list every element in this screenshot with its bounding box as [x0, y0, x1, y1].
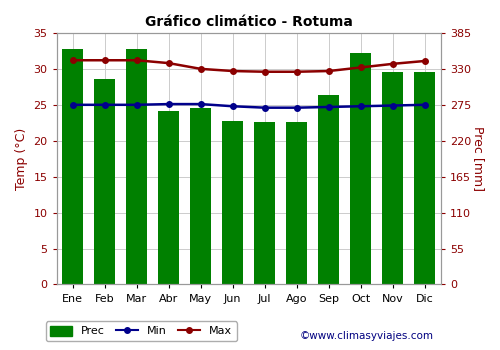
Bar — [286, 122, 307, 285]
Bar — [318, 95, 339, 285]
Y-axis label: Temp (°C): Temp (°C) — [15, 128, 28, 190]
Bar — [62, 49, 83, 285]
Bar — [94, 79, 115, 285]
Bar — [222, 121, 243, 285]
Bar — [126, 49, 147, 285]
Bar — [254, 122, 275, 285]
Bar — [414, 72, 435, 285]
Bar — [382, 72, 403, 285]
Title: Gráfico climático - Rotuma: Gráfico climático - Rotuma — [145, 15, 352, 29]
Bar — [190, 108, 211, 285]
Bar — [350, 52, 371, 285]
Y-axis label: Prec [mm]: Prec [mm] — [472, 126, 485, 191]
Text: ©www.climasyviajes.com: ©www.climasyviajes.com — [300, 331, 434, 341]
Bar — [158, 111, 179, 285]
Legend: Prec, Min, Max: Prec, Min, Max — [46, 321, 237, 341]
